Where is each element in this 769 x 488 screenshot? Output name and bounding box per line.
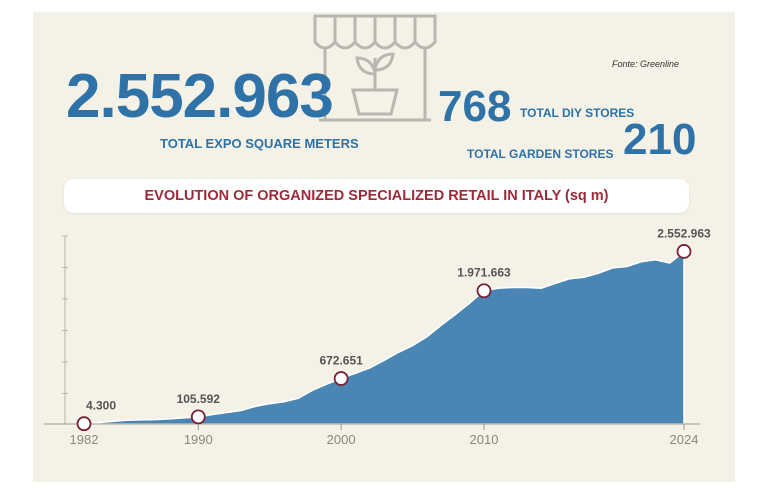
x-tick-label: 1990 (184, 432, 213, 447)
data-label: 4.300 (86, 399, 116, 413)
garden-stores-label: TOTAL GARDEN STORES (467, 147, 614, 161)
x-tick-label: 2010 (470, 432, 499, 447)
store-plant-icon (313, 14, 437, 122)
chart-title: EVOLUTION OF ORGANIZED SPECIALIZED RETAI… (144, 188, 609, 204)
x-tick-label: 1982 (70, 432, 99, 447)
data-label: 2.552.963 (657, 226, 711, 240)
diy-stores-value: 768 (438, 82, 512, 131)
data-point-marker (190, 409, 206, 425)
diy-stores-label: TOTAL DIY STORES (520, 106, 635, 120)
total-expo-value: 2.552.963 (66, 62, 334, 131)
data-point-marker (76, 416, 92, 432)
data-label: 672.651 (319, 354, 363, 368)
total-expo-label: TOTAL EXPO SQUARE METERS (160, 136, 359, 151)
data-point-marker (676, 244, 692, 259)
data-label: 105.592 (177, 392, 221, 406)
source-note: Fonte: Greenline (612, 59, 680, 69)
x-tick-label: 2000 (327, 432, 356, 447)
data-point-marker (333, 371, 349, 386)
x-tick-label: 2024 (670, 432, 699, 447)
chart-title-bar: EVOLUTION OF ORGANIZED SPECIALIZED RETAI… (64, 179, 689, 213)
data-label: 1.971.663 (457, 266, 511, 280)
data-point-marker (476, 283, 492, 299)
garden-stores-value: 210 (623, 115, 697, 164)
series-area (83, 249, 685, 425)
